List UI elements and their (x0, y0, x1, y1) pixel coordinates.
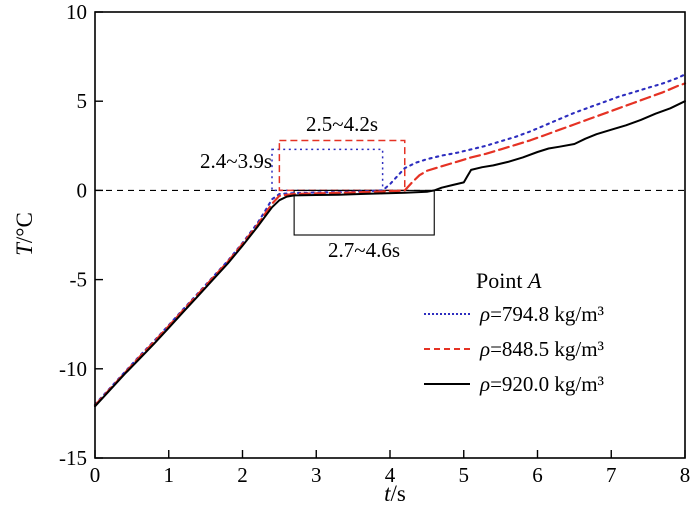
y-tick-label: -15 (59, 446, 87, 470)
annotation-range-red: 2.5~4.2s (305, 112, 379, 136)
x-tick-label: 3 (311, 463, 322, 487)
annotation-range-black: 2.7~4.6s (327, 238, 401, 262)
y-tick-label: 10 (66, 0, 87, 24)
legend-title: Point A (476, 268, 684, 294)
legend-label-794: ρ=794.8 kg/m³ (480, 301, 604, 326)
legend-label-920: ρ=920.0 kg/m³ (480, 371, 604, 396)
dashed-line-sample-icon (424, 348, 470, 350)
y-tick-label: 5 (77, 89, 88, 113)
x-tick-label: 4 (385, 463, 396, 487)
x-tick-label: 2 (237, 463, 248, 487)
y-tick-label: -5 (70, 268, 88, 292)
y-tick-label: -10 (59, 357, 87, 381)
annotation-box-0 (271, 148, 384, 192)
solid-line-sample-icon (424, 383, 470, 385)
x-axis-label: t/s (330, 481, 460, 507)
legend-entry-848: ρ=848.5 kg/m³ (424, 337, 684, 361)
x-tick-label: 7 (606, 463, 617, 487)
legend-entry-794: ρ=794.8 kg/m³ (424, 302, 684, 326)
x-tick-label: 1 (164, 463, 175, 487)
legend: Point A ρ=794.8 kg/m³ ρ=848.5 kg/m³ ρ=92… (424, 268, 684, 407)
legend-title-text: Point (476, 268, 523, 293)
legend-entry-920: ρ=920.0 kg/m³ (424, 372, 684, 396)
dotted-line-sample-icon (424, 313, 470, 315)
y-axis-symbol: T (12, 243, 37, 256)
y-axis-label: T/°C (12, 189, 38, 279)
legend-label-848: ρ=848.5 kg/m³ (480, 336, 604, 361)
x-axis-unit: /s (390, 481, 406, 506)
annotation-box-1 (278, 139, 406, 192)
y-axis-unit: /°C (12, 212, 37, 244)
x-tick-label: 6 (532, 463, 543, 487)
x-tick-label: 0 (90, 463, 101, 487)
x-axis-symbol: t (384, 481, 391, 506)
annotation-box-2 (293, 189, 435, 236)
legend-title-var: A (527, 268, 542, 293)
x-tick-label: 8 (680, 463, 691, 487)
series-curve-1 (93, 82, 687, 407)
x-tick-label: 5 (459, 463, 470, 487)
series-curve-2 (94, 100, 686, 408)
annotation-range-blue: 2.4~3.9s (199, 149, 272, 173)
y-tick-label: 0 (77, 178, 88, 202)
